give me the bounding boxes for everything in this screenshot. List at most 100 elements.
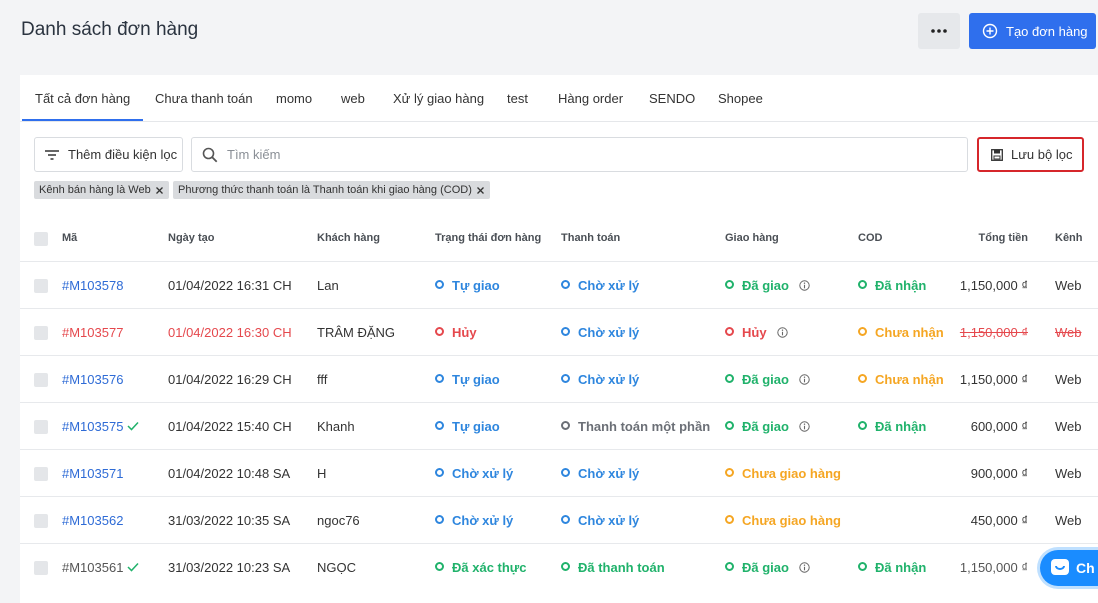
shipping-status-label: Chưa giao hàng (742, 513, 841, 528)
save-filter-button[interactable]: Lưu bộ lọc (977, 137, 1084, 172)
cod-status: Chưa nhận (858, 325, 944, 340)
save-filter-label: Lưu bộ lọc (1011, 147, 1073, 162)
order-code[interactable]: #M103562 (62, 513, 124, 528)
customer-name: ngoc76 (317, 513, 360, 528)
payment-status: Chờ xử lý (561, 325, 639, 340)
select-all-checkbox[interactable] (34, 232, 48, 246)
status-dot (435, 421, 444, 430)
tab[interactable]: SENDO (649, 91, 696, 106)
row-checkbox[interactable] (34, 326, 48, 340)
row-checkbox[interactable] (34, 561, 48, 575)
status-dot (561, 280, 570, 289)
status-dot (561, 327, 570, 336)
shipping-status: Đã giao (725, 372, 810, 387)
payment-status: Chờ xử lý (561, 466, 639, 481)
column-header: Tổng tiền (978, 232, 1029, 244)
order-total: 1,150,000 ₫ (959, 325, 1028, 340)
order-code[interactable]: #M103575 (62, 419, 124, 434)
order-status-label: Chờ xử lý (452, 513, 514, 528)
order-code[interactable]: #M103577 (62, 325, 124, 340)
chat-icon (1051, 559, 1069, 575)
status-dot (725, 374, 734, 383)
row-checkbox[interactable] (34, 467, 48, 481)
order-total: 450,000 ₫ (970, 513, 1028, 528)
order-status: Chờ xử lý (435, 466, 513, 481)
payment-status-label: Thanh toán một phần (578, 419, 711, 434)
order-code-cell: #M103575 (62, 419, 140, 434)
cod-status-label: Chưa nhận (875, 372, 944, 387)
tab[interactable]: Hàng order (558, 91, 624, 106)
info-icon (799, 280, 810, 291)
column-header: COD (858, 232, 883, 244)
customer-name: H (317, 466, 327, 481)
verified-check-icon (127, 421, 140, 431)
status-dot (858, 421, 867, 430)
status-dot (435, 468, 444, 477)
status-dot (435, 515, 444, 524)
shipping-status-label: Đã giao (742, 278, 789, 293)
status-dot (435, 280, 444, 289)
tab[interactable]: Shopee (718, 91, 763, 106)
created-date: 31/03/2022 10:35 SA (168, 513, 291, 528)
more-button[interactable] (918, 13, 960, 49)
payment-status-label: Chờ xử lý (578, 325, 640, 340)
chat-widget[interactable]: Ch (1040, 550, 1098, 586)
save-icon (991, 148, 1003, 161)
cod-status: Đã nhận (858, 278, 926, 293)
tab[interactable]: web (341, 91, 365, 106)
create-order-button[interactable]: Tạo đơn hàng (969, 13, 1096, 49)
status-dot (725, 515, 734, 524)
add-filter-button[interactable]: Thêm điều kiện lọc (34, 137, 183, 172)
payment-status-label: Chờ xử lý (578, 513, 640, 528)
shipping-status: Đã giao (725, 560, 810, 575)
order-total: 1,150,000 ₫ (959, 278, 1028, 293)
info-icon (799, 374, 810, 385)
order-total: 600,000 ₫ (970, 419, 1028, 434)
tab[interactable]: test (507, 91, 528, 106)
tab[interactable]: momo (276, 91, 313, 106)
order-status-label: Tự giao (452, 278, 500, 293)
status-dot (725, 280, 734, 289)
sales-channel: Web (1055, 419, 1082, 434)
row-checkbox[interactable] (34, 373, 48, 387)
order-row: #M103576 01/04/2022 16:29 CH fff Tự giao Chờ… (20, 355, 1098, 403)
order-total: 900,000 ₫ (970, 466, 1028, 481)
order-status-label: Hủy (452, 325, 477, 340)
shipping-status: Đã giao (725, 419, 810, 434)
shipping-status-label: Hủy (742, 325, 767, 340)
more-icon (931, 29, 947, 33)
cod-status-label: Đã nhận (875, 419, 927, 434)
status-dot (561, 468, 570, 477)
customer-name: TRÂM ĐẶNG (317, 325, 395, 340)
row-checkbox[interactable] (34, 420, 48, 434)
column-header: Ngày tạo (168, 232, 215, 244)
chip-remove-icon (155, 186, 163, 194)
row-checkbox[interactable] (34, 279, 48, 293)
row-checkbox[interactable] (34, 514, 48, 528)
tab[interactable]: Chưa thanh toán (155, 91, 253, 106)
status-dot (561, 374, 570, 383)
status-dot (725, 421, 734, 430)
payment-status-label: Đã thanh toán (578, 560, 665, 575)
tab[interactable]: Xử lý giao hàng (393, 91, 485, 106)
payment-status: Chờ xử lý (561, 372, 639, 387)
order-status: Hủy (435, 325, 477, 340)
search-placeholder: Tìm kiếm (227, 147, 281, 162)
order-code[interactable]: #M103576 (62, 372, 124, 387)
customer-name: fff (317, 372, 328, 387)
created-date: 01/04/2022 15:40 CH (168, 419, 292, 434)
order-status: Tự giao (435, 372, 500, 387)
order-code-cell: #M103571 (62, 466, 123, 481)
customer-name: NGỌC (317, 560, 356, 575)
order-code[interactable]: #M103571 (62, 466, 124, 481)
tab[interactable]: Tất cả đơn hàng (35, 91, 131, 106)
search-input[interactable]: Tìm kiếm (191, 137, 968, 172)
status-dot (561, 515, 570, 524)
created-date: 01/04/2022 16:29 CH (168, 372, 292, 387)
status-dot (725, 327, 734, 336)
order-code[interactable]: #M103578 (62, 278, 124, 293)
shipping-status-label: Đã giao (742, 372, 789, 387)
order-code-cell: #M103578 (62, 278, 123, 293)
status-dot (858, 374, 867, 383)
payment-status-label: Chờ xử lý (578, 278, 640, 293)
